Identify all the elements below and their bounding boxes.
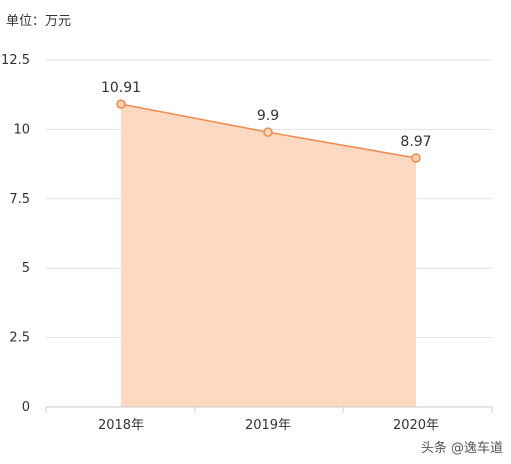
y-tick-label: 0 bbox=[22, 400, 30, 415]
data-point bbox=[411, 153, 421, 163]
y-tick-label: 2.5 bbox=[9, 331, 30, 346]
x-tick-label: 2018年 bbox=[98, 418, 144, 433]
x-tick-label: 2019年 bbox=[245, 418, 291, 433]
area-fill bbox=[121, 104, 416, 407]
x-tick-label: 2020年 bbox=[393, 418, 439, 433]
unit-label: 单位：万元 bbox=[6, 14, 72, 29]
y-tick-label: 7.5 bbox=[9, 192, 30, 207]
data-label: 8.97 bbox=[400, 134, 431, 150]
y-tick-label: 5 bbox=[22, 261, 30, 276]
y-tick-label: 10 bbox=[13, 122, 30, 137]
watermark: 头条 @逸车道 bbox=[420, 441, 503, 456]
data-point bbox=[263, 127, 273, 137]
data-label: 10.91 bbox=[101, 80, 141, 96]
y-tick-label: 12.5 bbox=[1, 53, 30, 68]
data-label: 9.9 bbox=[257, 108, 279, 124]
data-point bbox=[116, 99, 126, 109]
